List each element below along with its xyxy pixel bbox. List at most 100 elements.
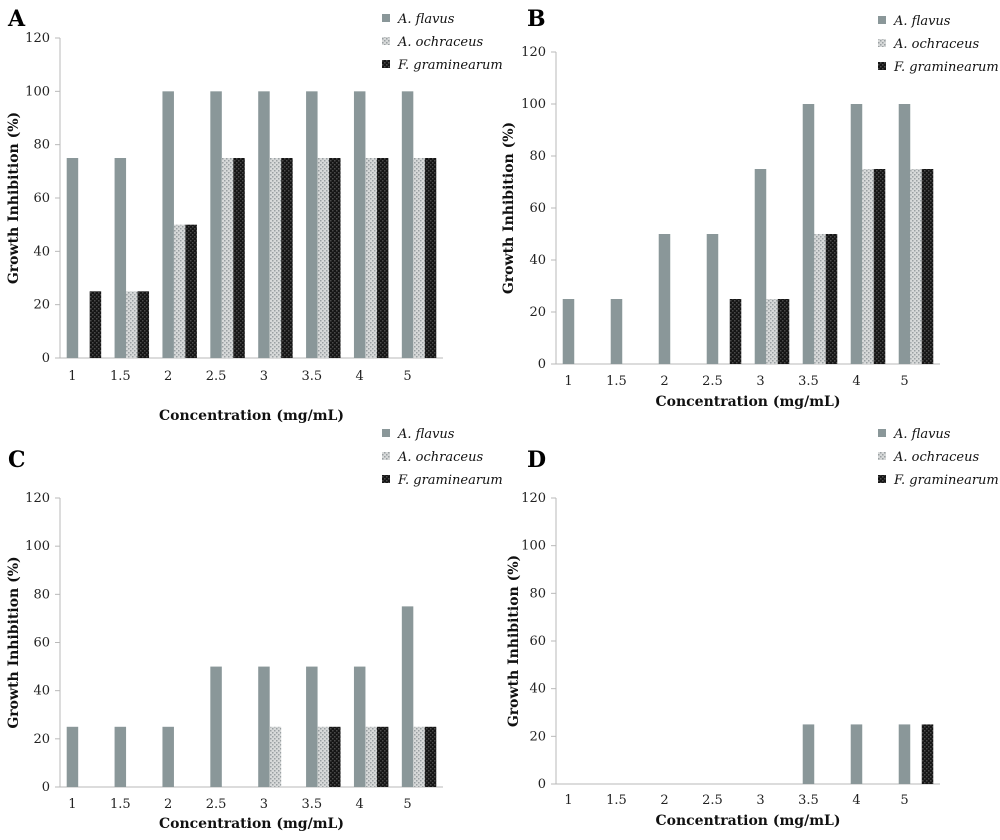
panel-a-legend-swatch-flavus	[382, 14, 390, 22]
panel-c-bar-flavus	[353, 666, 366, 787]
panel-b-bar-flavus	[562, 299, 575, 364]
panel-b-legend-label-flavus: A. flavus	[893, 14, 951, 29]
panel-d-y-tick-label: 60	[529, 634, 546, 649]
panel-b-bar-graminearum	[825, 234, 838, 364]
panel-a-y-tick-label: 0	[42, 351, 50, 366]
panel-c-legend-swatch-graminearum	[382, 475, 390, 483]
panel-c-y-tick-label: 20	[33, 732, 50, 747]
panel-c-y-tick-label: 120	[25, 491, 50, 506]
panel-d-x-tick-label: 2	[660, 793, 668, 808]
panel-a-legend-label-graminearum: F. graminearum	[397, 58, 503, 73]
panel-b-bar-graminearum	[777, 299, 790, 364]
panel-a-bar-graminearum	[329, 158, 341, 358]
panel-a-bar-graminearum	[137, 291, 150, 358]
panel-a-x-tick-label: 2.5	[206, 369, 227, 384]
panel-b-bar-ochraceus	[910, 169, 922, 364]
panel-a-x-tick-label: 1	[68, 369, 76, 384]
panel-a-bar-ochraceus	[221, 158, 234, 358]
panel-d-x-tick-label: 1	[564, 793, 572, 808]
panel-b-bar-flavus	[658, 234, 671, 364]
panel-a-x-tick-label: 3	[260, 369, 268, 384]
panel-a-legend-swatch-graminearum	[382, 60, 390, 68]
panel-b-y-tick-label: 100	[521, 97, 546, 112]
panel-a-y-tick-label: 40	[33, 244, 50, 259]
panel-a-bar-graminearum	[185, 224, 197, 358]
panel-c-bar-flavus	[258, 666, 270, 787]
panel-c-bar-graminearum	[329, 726, 341, 787]
panel-b-legend-swatch-graminearum	[878, 62, 886, 70]
panel-c-y-tick-label: 80	[33, 587, 50, 602]
panel-c-x-tick-label: 1	[68, 797, 76, 812]
panel-b-bar-flavus	[898, 104, 911, 364]
panel-c-bar-ochraceus	[317, 726, 330, 787]
panel-a-bar-flavus	[306, 91, 318, 358]
panel-b-legend-swatch-flavus	[878, 16, 886, 24]
panel-c-legend-swatch-ochraceus	[382, 452, 390, 460]
panel-b-x-tick-label: 1	[564, 374, 572, 389]
panel-c-bar-ochraceus	[413, 726, 425, 787]
panel-d-y-tick-label: 40	[529, 682, 546, 697]
panel-b-bar-ochraceus	[862, 169, 874, 364]
panel-a-bar-ochraceus	[269, 158, 282, 358]
panel-c-bar-flavus	[210, 666, 222, 787]
panel-b-bar-ochraceus	[814, 234, 826, 364]
panel-b-y-tick-label: 20	[529, 305, 546, 320]
panel-d-y-axis-title: Growth Inhibition (%)	[506, 555, 522, 727]
panel-a-bar-ochraceus	[173, 224, 186, 358]
panel-a-x-tick-label: 4	[356, 369, 364, 384]
panel-c-legend-label-flavus: A. flavus	[397, 427, 455, 442]
panel-b-x-tick-label: 3	[756, 374, 764, 389]
panel-a-x-tick-label: 1.5	[110, 369, 131, 384]
panel-a-bar-graminearum	[281, 158, 293, 358]
panel-b-legend-swatch-ochraceus	[878, 39, 886, 47]
panel-a-bar-graminearum	[233, 158, 245, 358]
panel-c-x-tick-label: 3	[260, 797, 268, 812]
panel-c-x-axis-title: Concentration (mg/mL)	[159, 816, 344, 832]
panel-c-label: C	[8, 447, 26, 473]
panel-b-legend-label-graminearum: F. graminearum	[893, 60, 999, 75]
panel-a-legend-label-ochraceus: A. ochraceus	[397, 35, 483, 50]
panel-b-y-tick-label: 60	[529, 201, 546, 216]
panel-c-x-tick-label: 3.5	[301, 797, 322, 812]
panel-d-bar-flavus	[898, 724, 911, 784]
panel-d-legend-label-ochraceus: A. ochraceus	[893, 450, 979, 465]
panel-b-label: B	[527, 6, 546, 32]
panel-d-y-tick-label: 100	[521, 539, 546, 554]
panel-d-x-tick-label: 1.5	[606, 793, 627, 808]
panel-c-bar-flavus	[306, 666, 318, 787]
panel-a-y-tick-label: 60	[33, 191, 50, 206]
panel-b-x-tick-label: 2	[660, 374, 668, 389]
panel-a-bar-flavus	[401, 91, 414, 358]
panel-c-bar-flavus	[114, 726, 127, 787]
panel-a-x-tick-label: 5	[403, 369, 411, 384]
panel-c-y-tick-label: 40	[33, 684, 50, 699]
panel-d-x-tick-label: 2.5	[702, 793, 723, 808]
panel-a-bar-ochraceus	[413, 158, 425, 358]
panel-d-bar-flavus	[802, 724, 815, 784]
panel-a-x-tick-label: 2	[164, 369, 172, 384]
panel-d-legend-label-graminearum: F. graminearum	[893, 473, 999, 488]
panel-d-y-tick-label: 0	[538, 777, 546, 792]
panel-a-bar-graminearum	[424, 158, 437, 358]
panel-b-x-tick-label: 4	[852, 374, 860, 389]
panel-a-x-tick-label: 3.5	[301, 369, 322, 384]
panel-c-legend-label-ochraceus: A. ochraceus	[397, 450, 483, 465]
panel-d-bar-graminearum	[921, 724, 934, 784]
panel-c-bar-graminearum	[424, 726, 437, 787]
panel-d-bar-flavus	[850, 724, 863, 784]
panel-b-y-tick-label: 80	[529, 149, 546, 164]
panel-a-bar-ochraceus	[317, 158, 330, 358]
panel-a-bar-flavus	[162, 91, 174, 358]
panel-d-legend-label-flavus: A. flavus	[893, 427, 951, 442]
panel-b-bar-graminearum	[921, 169, 934, 364]
panel-d-x-tick-label: 5	[900, 793, 908, 808]
panel-d-x-tick-label: 4	[852, 793, 860, 808]
panel-c-y-tick-label: 60	[33, 636, 50, 651]
panel-b-bar-flavus	[850, 104, 863, 364]
panel-a-y-tick-label: 120	[25, 31, 50, 46]
panel-a-bar-flavus	[210, 91, 222, 358]
panel-c-x-tick-label: 1.5	[110, 797, 131, 812]
panel-a-y-tick-label: 80	[33, 138, 50, 153]
panel-d-legend-swatch-ochraceus	[878, 452, 886, 460]
panel-b-x-tick-label: 1.5	[606, 374, 627, 389]
